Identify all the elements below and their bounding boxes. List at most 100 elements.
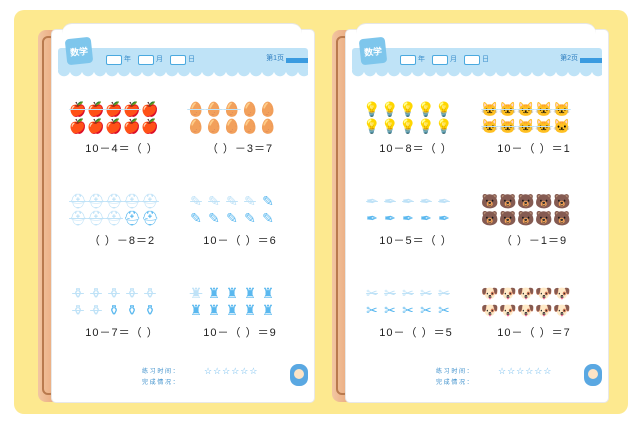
object-icon: 🐻 xyxy=(535,210,553,226)
counting-picture-group: ⛑ ⛑ ⛑ ⛑ ⛑ ⛑ ⛑ ⛑ ⛑ ⛑ xyxy=(69,193,174,226)
object-icon: 🐻 xyxy=(535,193,553,209)
object-icon: 💡 xyxy=(381,118,399,134)
crossed-object-icon: ⚱ xyxy=(90,285,102,301)
object-icon: ⚱ xyxy=(108,302,120,318)
object-icon: 🐻 xyxy=(481,210,499,226)
object-icon: 🥚 xyxy=(241,101,259,117)
crossed-object-icon: 🐱 xyxy=(517,101,535,117)
object-icon: ✂ xyxy=(384,302,396,318)
header-accent-bar xyxy=(580,58,602,63)
object-icon: 🐻 xyxy=(481,193,499,209)
crossed-object-icon: 🥚 xyxy=(205,101,223,117)
subtraction-equation[interactable]: 10－8＝（ ） xyxy=(379,143,453,155)
crossed-object-icon: 🐱 xyxy=(553,101,571,117)
object-icon: ✒ xyxy=(402,210,414,226)
object-icon: 🐻 xyxy=(499,210,517,226)
object-icon: ♜ xyxy=(243,302,257,318)
subtraction-equation[interactable]: （ ）－1＝9 xyxy=(500,235,568,247)
math-book-logo-icon: 数学 xyxy=(358,36,388,66)
crossed-object-icon: ⛑ xyxy=(105,193,123,209)
completion-label: 完 成 情 况 ： xyxy=(142,380,179,386)
counting-picture-group: ✂ ✂ ✂ ✂ ✂ ✂ ✂ ✂ ✂ ✂ xyxy=(364,285,468,318)
object-icon: 💡 xyxy=(363,118,381,134)
header-accent-bar xyxy=(286,58,308,63)
page-number-label: 第2页 xyxy=(560,55,578,62)
subtraction-equation[interactable]: 10－（ ）＝7 xyxy=(497,327,571,339)
object-icon: ♜ xyxy=(189,302,203,318)
crossed-object-icon: ♜ xyxy=(189,285,203,301)
counting-picture-group: 🐶 🐶 🐶 🐶 🐶 🐶 🐶 🐶 🐶 🐶 xyxy=(481,285,586,318)
subtraction-equation[interactable]: 10－（ ）＝6 xyxy=(203,235,277,247)
crossed-object-icon: ⛑ xyxy=(69,210,87,226)
object-icon: 🥚 xyxy=(223,118,241,134)
subtraction-equation[interactable]: 10－（ ）＝9 xyxy=(203,327,277,339)
object-icon: ✂ xyxy=(366,302,378,318)
page-curl xyxy=(356,24,596,44)
math-book-logo-icon: 数学 xyxy=(64,36,94,66)
object-icon: 🍎 xyxy=(87,118,105,134)
crossed-object-icon: 🥚 xyxy=(187,101,205,117)
crossed-object-icon: ✂ xyxy=(438,285,450,301)
subtraction-equation[interactable]: 10－4＝（ ） xyxy=(85,143,159,155)
subtraction-equation[interactable]: 10－（ ）＝5 xyxy=(379,327,453,339)
object-icon: ✎ xyxy=(244,210,256,226)
day-label: 日 xyxy=(482,56,489,63)
object-icon: 🥚 xyxy=(187,118,205,134)
object-icon: 🐶 xyxy=(517,302,535,318)
crossed-object-icon: 🍎 xyxy=(105,101,123,117)
page-footer: 练 习 时 间 ： 完 成 情 况 ： ☆☆☆☆☆☆ xyxy=(436,366,586,390)
object-icon: 🍎 xyxy=(123,118,141,134)
object-icon: ✂ xyxy=(438,302,450,318)
object-icon: ✂ xyxy=(420,302,432,318)
object-icon: 🥚 xyxy=(259,118,277,134)
subtraction-equation[interactable]: （ ）－3＝7 xyxy=(206,143,274,155)
object-icon: ♜ xyxy=(261,302,275,318)
crossed-object-icon: ⚱ xyxy=(72,302,84,318)
crossed-object-icon: 🐱 xyxy=(535,118,553,134)
subtraction-equation[interactable]: 10－（ ）＝1 xyxy=(497,143,571,155)
object-icon: 🥚 xyxy=(259,101,277,117)
object-icon: ♜ xyxy=(207,285,221,301)
object-icon: ✎ xyxy=(208,210,220,226)
subtraction-equation[interactable]: 10－7＝（ ） xyxy=(85,327,159,339)
crossed-object-icon: 🐱 xyxy=(481,101,499,117)
object-icon: ⛑ xyxy=(123,210,141,226)
counting-picture-group: ♜ ♜ ♜ ♜ ♜ ♜ ♜ ♜ ♜ ♜ xyxy=(188,285,292,318)
crossed-object-icon: 🐱 xyxy=(499,101,517,117)
object-icon: 🐻 xyxy=(517,193,535,209)
crossed-object-icon: ⚱ xyxy=(108,285,120,301)
day-box xyxy=(170,55,186,65)
crossed-object-icon: 🍎 xyxy=(87,101,105,117)
object-icon: 🐶 xyxy=(535,302,553,318)
kid-mascot-icon xyxy=(584,364,602,386)
worksheet-page: 数学 年 月 日 第2页 💡 💡 💡 💡 💡 💡 💡 💡 💡 💡 10－8＝（ ） 🐱 🐱 🐱 🐱 🐱 🐱 🐱 🐱 🐱… xyxy=(346,24,608,402)
crossed-object-icon: ⚱ xyxy=(72,285,84,301)
crossed-object-icon: ✒ xyxy=(402,193,414,209)
crossed-object-icon: 🐱 xyxy=(535,101,553,117)
year-box xyxy=(106,55,122,65)
object-icon: ✒ xyxy=(384,210,396,226)
object-icon: ♜ xyxy=(225,285,239,301)
crossed-object-icon: ✂ xyxy=(402,285,414,301)
object-icon: 🐶 xyxy=(517,285,535,301)
subtraction-equation[interactable]: 10－5＝（ ） xyxy=(379,235,453,247)
crossed-object-icon: 🥚 xyxy=(223,101,241,117)
object-icon: ♜ xyxy=(207,302,221,318)
object-icon: 🍎 xyxy=(141,101,159,117)
crossed-object-icon: ✂ xyxy=(384,285,396,301)
object-icon: ♜ xyxy=(261,285,275,301)
object-icon: 🐻 xyxy=(517,210,535,226)
object-icon: 🐶 xyxy=(481,302,499,318)
object-icon: 💡 xyxy=(435,101,453,117)
crossed-object-icon: ✎ xyxy=(226,193,238,209)
counting-picture-group: ✒ ✒ ✒ ✒ ✒ ✒ ✒ ✒ ✒ ✒ xyxy=(364,193,468,226)
crossed-object-icon: ⛑ xyxy=(87,210,105,226)
page-footer: 练 习 时 间 ： 完 成 情 况 ： ☆☆☆☆☆☆ xyxy=(142,366,292,390)
year-label: 年 xyxy=(418,56,425,63)
crossed-object-icon: ⛑ xyxy=(87,193,105,209)
object-icon: 💡 xyxy=(399,101,417,117)
object-icon: ♜ xyxy=(225,302,239,318)
object-icon: 💡 xyxy=(435,118,453,134)
counting-picture-group: 🍎 🍎 🍎 🍎 🍎 🍎 🍎 🍎 🍎 🍎 xyxy=(69,101,174,134)
subtraction-equation[interactable]: （ ）－8＝2 xyxy=(88,235,156,247)
